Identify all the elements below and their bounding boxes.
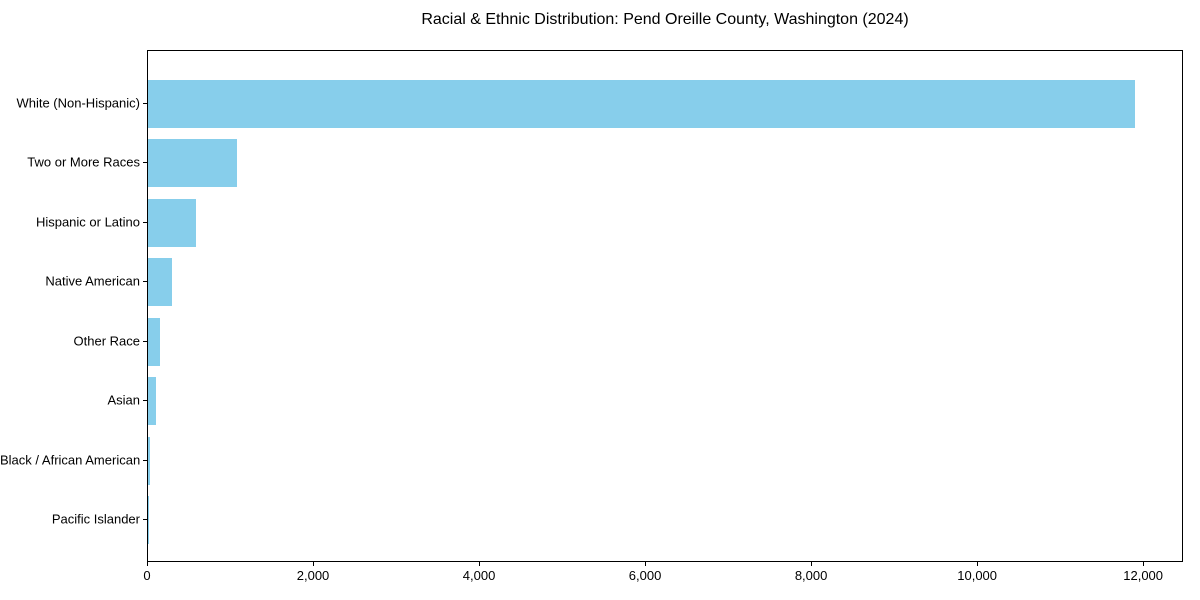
bar-asian [148, 377, 156, 426]
y-tick-mark [143, 162, 147, 164]
y-tick-label-white-non-hispanic: White (Non-Hispanic) [16, 95, 140, 111]
y-tick-mark [143, 340, 147, 342]
x-tick-label-6000: 6,000 [628, 568, 662, 583]
x-tick-label-10000: 10,000 [957, 568, 998, 583]
x-tick-label-8000: 8,000 [794, 568, 828, 583]
x-tick-mark [479, 562, 481, 566]
x-tick-mark [811, 562, 813, 566]
x-tick-mark [1143, 562, 1145, 566]
bar-two-or-more-races [148, 139, 237, 188]
y-tick-label-black-african-american: Black / African American [0, 452, 141, 468]
x-tick-mark [977, 562, 979, 566]
y-tick-mark [143, 459, 147, 461]
y-tick-label-hispanic-or-latino: Hispanic or Latino [35, 214, 140, 230]
x-tick-mark [313, 562, 315, 566]
x-tick-mark [147, 562, 148, 566]
y-tick-mark [143, 221, 147, 223]
bar-hispanic-or-latino [148, 198, 196, 247]
y-tick-label-pacific-islander: Pacific Islander [51, 511, 140, 527]
bar-black-african-american [148, 436, 150, 485]
y-tick-mark [143, 519, 147, 521]
y-tick-mark [143, 102, 147, 104]
bar-native-american [148, 258, 172, 307]
y-tick-label-two-or-more-races: Two or More Races [27, 154, 140, 170]
bar-other-race [148, 317, 161, 366]
chart-title: Racial & Ethnic Distribution: Pend Oreil… [421, 11, 909, 28]
y-tick-label-other-race: Other Race [73, 333, 140, 349]
x-tick-label-0: 0 [143, 568, 151, 583]
x-tick-label-2000: 2,000 [296, 568, 330, 583]
y-tick-label-native-american: Native American [45, 273, 140, 289]
bar-white-non-hispanic [148, 79, 1136, 128]
y-tick-mark [143, 281, 147, 283]
y-tick-label-asian: Asian [107, 392, 140, 408]
x-tick-label-4000: 4,000 [462, 568, 496, 583]
y-tick-mark [143, 400, 147, 402]
x-tick-mark [645, 562, 647, 566]
plot-area [147, 50, 1183, 562]
x-tick-label-12000: 12,000 [1123, 568, 1164, 583]
